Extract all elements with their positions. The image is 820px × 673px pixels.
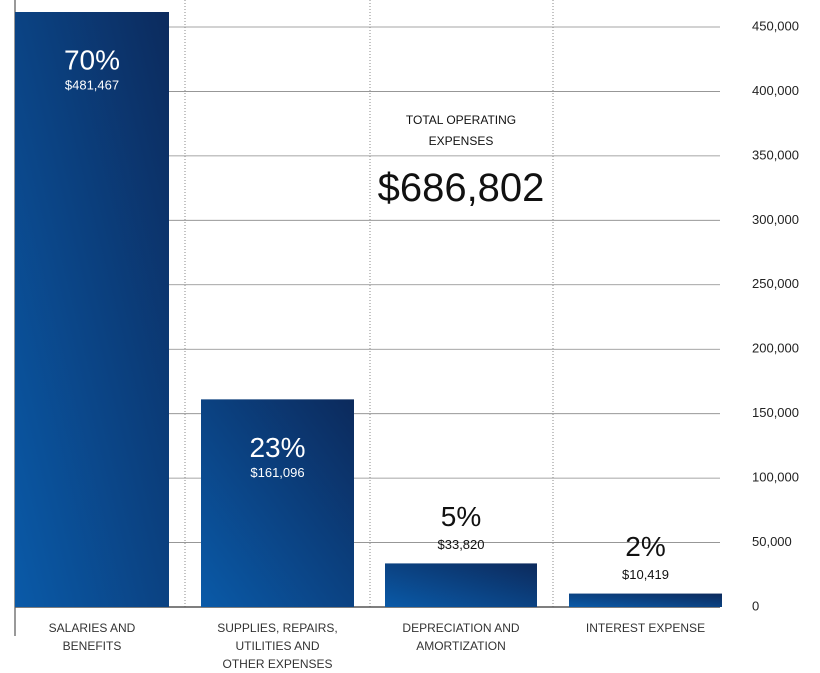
- annotation-value: $686,802: [377, 166, 545, 210]
- bar: [569, 593, 722, 607]
- y-tick-label: 350,000: [752, 147, 799, 162]
- y-tick-label: 450,000: [752, 18, 799, 33]
- share-label: 2%: [625, 531, 665, 562]
- value-label: $481,467: [65, 77, 119, 92]
- y-tick-label: 300,000: [752, 212, 799, 227]
- y-tick-label: 50,000: [752, 534, 792, 549]
- y-tick-label: 100,000: [752, 470, 799, 485]
- share-label: 70%: [64, 44, 120, 75]
- value-label: $161,096: [250, 465, 304, 480]
- x-tick-label: DEPRECIATION AND AMORTIZATION: [402, 621, 520, 653]
- bar: [201, 399, 354, 607]
- bar: [385, 563, 537, 607]
- share-label: 23%: [249, 432, 305, 463]
- value-label: $10,419: [622, 567, 669, 582]
- x-tick-label: SALARIES AND BENEFITS: [48, 621, 136, 653]
- y-tick-label: 150,000: [752, 405, 799, 420]
- annotation-title: TOTAL OPERATING EXPENSES: [405, 113, 517, 148]
- y-tick-label: 250,000: [752, 276, 799, 291]
- value-label: $33,820: [438, 537, 485, 552]
- y-tick-label: 200,000: [752, 341, 799, 356]
- y-tick-label: 0: [752, 598, 759, 613]
- bars: [15, 12, 722, 608]
- share-label: 5%: [441, 501, 481, 532]
- y-tick-label: 400,000: [752, 83, 799, 98]
- x-tick-label: SUPPLIES, REPAIRS, UTILITIES AND OTHER E…: [217, 621, 338, 671]
- x-tick-label: INTEREST EXPENSE: [585, 621, 706, 635]
- bar: [15, 12, 169, 608]
